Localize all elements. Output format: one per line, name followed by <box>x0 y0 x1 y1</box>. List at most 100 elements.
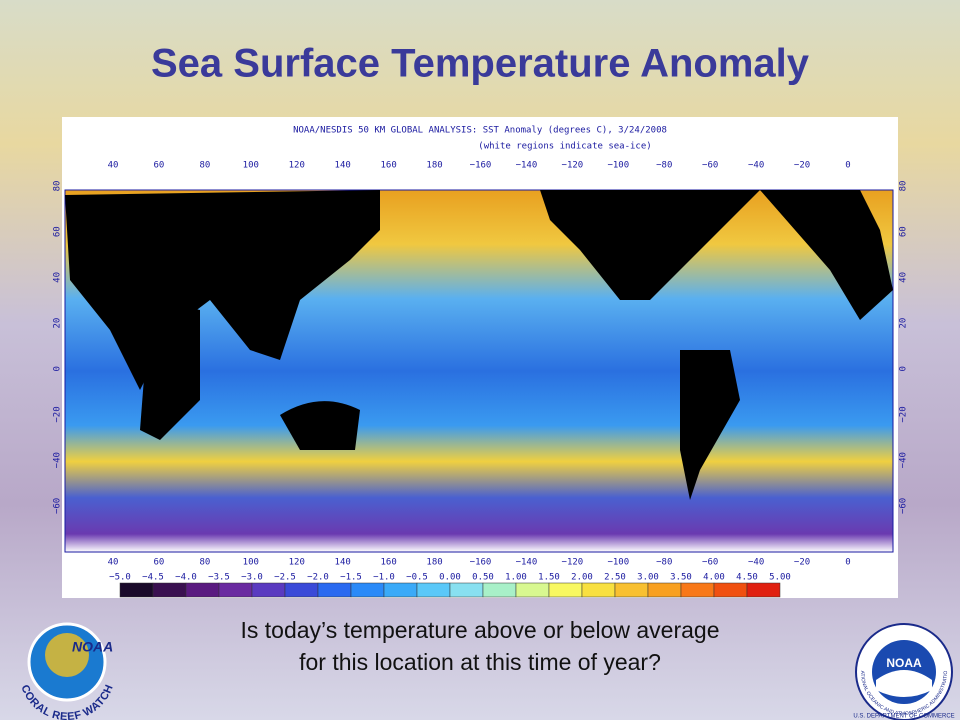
lon-label: −60 <box>702 161 718 171</box>
lon-label: −160 <box>470 161 492 171</box>
lon-label: 60 <box>154 161 165 171</box>
colorbar-label: 4.00 <box>703 573 725 583</box>
sst-map: NOAA/NESDIS 50 KM GLOBAL ANALYSIS: SST A… <box>53 117 909 598</box>
lat-label: 0 <box>53 366 63 371</box>
colorbar-swatch <box>251 582 286 598</box>
lon-label: 40 <box>108 161 119 171</box>
lat-label: 0 <box>899 366 909 371</box>
colorbar-swatch <box>647 582 682 598</box>
colorbar-label: 3.50 <box>670 573 692 583</box>
lon-label: −40 <box>748 558 764 568</box>
lat-label: 40 <box>899 272 909 283</box>
colorbar-swatch <box>317 582 352 598</box>
colorbar-swatch <box>614 582 649 598</box>
map-title: NOAA/NESDIS 50 KM GLOBAL ANALYSIS: SST A… <box>293 126 667 136</box>
lon-label: −100 <box>607 558 629 568</box>
lon-label: 100 <box>243 558 259 568</box>
lat-label: 20 <box>899 318 909 329</box>
lon-label: −160 <box>470 558 492 568</box>
lat-labels: 80 80 60 60 40 40 20 20 0 0 −20 −20 −40 −40 −60 −60 <box>53 181 909 514</box>
colorbar-swatch <box>284 582 319 598</box>
lon-label: 140 <box>335 558 351 568</box>
lat-label: 80 <box>899 181 909 192</box>
colorbar-swatch <box>152 582 187 598</box>
colorbar-label: 2.00 <box>571 573 593 583</box>
logo-bird <box>876 670 932 697</box>
logo-name: NOAA <box>72 639 113 655</box>
colorbar-swatch <box>581 582 616 598</box>
logo-department: U.S. DEPARTMENT OF COMMERCE <box>853 714 954 720</box>
colorbar-swatch <box>383 582 418 598</box>
colorbar-swatch <box>482 582 517 598</box>
north-america <box>540 190 760 300</box>
colorbar-label: −2.5 <box>274 573 296 583</box>
lon-label: −60 <box>702 558 718 568</box>
lon-label: −20 <box>794 558 810 568</box>
colorbar-swatch <box>680 582 715 598</box>
colorbar-swatch <box>119 582 154 598</box>
lon-label: 180 <box>426 558 442 568</box>
lat-label: 60 <box>53 226 63 237</box>
colorbar-swatch <box>515 582 550 598</box>
colorbar-label: 1.00 <box>505 573 527 583</box>
lon-label: 160 <box>380 558 396 568</box>
lon-label: 140 <box>335 161 351 171</box>
colorbar-swatch <box>548 582 583 598</box>
logo-name: NOAA <box>886 656 922 670</box>
lon-label: 60 <box>154 558 165 568</box>
lat-label: −60 <box>899 498 909 514</box>
south-america <box>680 350 740 500</box>
colorbar-label: 3.00 <box>637 573 659 583</box>
lon-label: 0 <box>845 558 850 568</box>
lat-label: −40 <box>53 452 63 468</box>
colorbar-label: −1.0 <box>373 573 395 583</box>
lon-label: 120 <box>289 161 305 171</box>
colorbar-label: −5.0 <box>109 573 131 583</box>
lon-label: −40 <box>748 161 764 171</box>
lat-label: −20 <box>53 406 63 422</box>
lon-label: 0 <box>845 161 850 171</box>
lat-label: 80 <box>53 181 63 192</box>
colorbar-swatch <box>218 582 253 598</box>
lon-label: −100 <box>607 161 629 171</box>
lon-label: −80 <box>656 558 672 568</box>
europe-africa-east <box>760 190 893 320</box>
lon-label: −140 <box>516 161 538 171</box>
colorbar-label: 2.50 <box>604 573 626 583</box>
question-line: for this location at this time of year? <box>299 649 661 675</box>
colorbar-swatch <box>416 582 451 598</box>
colorbar-swatch <box>713 582 748 598</box>
colorbar-label: 0.00 <box>439 573 461 583</box>
lat-label: −20 <box>899 406 909 422</box>
colorbar-label: −4.5 <box>142 573 164 583</box>
eurasia-africa <box>65 190 380 390</box>
africa <box>140 300 200 440</box>
colorbar-label: −1.5 <box>340 573 362 583</box>
lon-label: 40 <box>108 558 119 568</box>
lon-label: −120 <box>562 558 584 568</box>
continents <box>65 190 893 500</box>
lat-label: 60 <box>899 226 909 237</box>
colorbar-swatch <box>746 582 781 598</box>
lat-label: −60 <box>53 498 63 514</box>
lon-label: 180 <box>426 161 442 171</box>
colorbar-label: −3.5 <box>208 573 230 583</box>
lat-label: −40 <box>899 452 909 468</box>
lon-label: 80 <box>199 161 210 171</box>
map-note: (white regions indicate sea-ice) <box>478 142 651 152</box>
lon-label: −80 <box>656 161 672 171</box>
colorbar-swatch <box>185 582 220 598</box>
colorbar-label: 1.50 <box>538 573 560 583</box>
lon-labels: 40 40 60 60 80 80 100 100 120 120 140 140 160 160 180 1… <box>108 161 851 568</box>
lon-label: 160 <box>380 161 396 171</box>
logo-sun <box>45 633 89 677</box>
colorbar-label: 4.50 <box>736 573 758 583</box>
colorbar-label: 5.00 <box>769 573 791 583</box>
colorbar-label: −3.0 <box>241 573 263 583</box>
lat-label: 40 <box>53 272 63 283</box>
colorbar-label: −0.5 <box>406 573 428 583</box>
question-line: Is today’s temperature above or below av… <box>240 617 719 643</box>
lon-label: −120 <box>562 161 584 171</box>
lon-label: 100 <box>243 161 259 171</box>
